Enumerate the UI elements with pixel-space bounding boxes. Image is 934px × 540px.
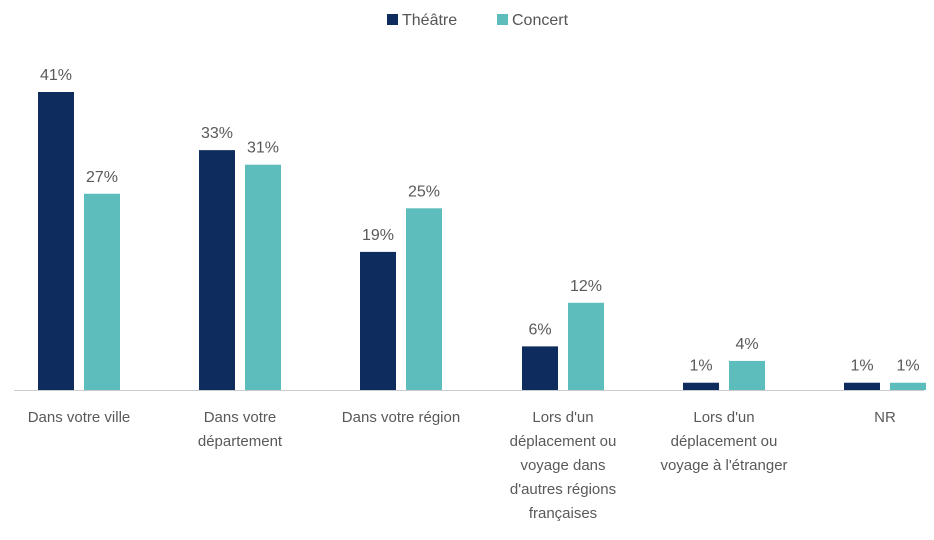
category-label-line: déplacement ou: [510, 433, 617, 450]
value-label-theatre-5: 1%: [850, 358, 873, 375]
category-label-line: Dans votre région: [342, 409, 460, 426]
legend-swatch-theatre: [387, 14, 398, 25]
value-label-theatre-2: 19%: [362, 227, 394, 244]
value-label-theatre-0: 41%: [40, 67, 72, 84]
category-label-line: Dans votre ville: [28, 409, 131, 426]
category-label-3: Lors d'un déplacement ou voyage dans d'autr…: [510, 409, 617, 522]
bar-theatre-5: [844, 382, 880, 390]
value-label-concert-0: 27%: [86, 169, 118, 186]
bars: [38, 92, 926, 390]
category-label-line: françaises: [529, 505, 597, 522]
category-label-line: Lors d'un: [693, 409, 754, 426]
bar-theatre-3: [522, 346, 558, 390]
bar-concert-1: [245, 164, 281, 390]
bar-theatre-4: [683, 382, 719, 390]
category-label-0: Dans votre ville: [28, 409, 131, 426]
category-label-5: NR: [874, 409, 896, 426]
category-label-line: Dans votre: [204, 409, 277, 426]
value-label-concert-5: 1%: [896, 358, 919, 375]
category-label-4: Lors d'un déplacement ou voyage à l'étrang…: [660, 409, 787, 474]
bar-theatre-2: [360, 251, 396, 390]
legend-label-theatre: Théâtre: [402, 12, 457, 29]
category-label-line: déplacement ou: [671, 433, 778, 450]
bar-concert-5: [890, 382, 926, 390]
value-label-theatre-1: 33%: [201, 125, 233, 142]
value-label-theatre-3: 6%: [528, 321, 551, 338]
bar-concert-2: [406, 208, 442, 390]
category-labels: Dans votre ville Dans votre départementDan…: [28, 409, 896, 522]
category-label-line: NR: [874, 409, 896, 426]
category-label-line: département: [198, 433, 283, 450]
legend-swatch-concert: [497, 14, 508, 25]
value-label-theatre-4: 1%: [689, 358, 712, 375]
value-label-concert-3: 12%: [570, 278, 602, 295]
bar-concert-4: [729, 360, 765, 390]
legend-label-concert: Concert: [512, 12, 569, 29]
value-label-concert-4: 4%: [735, 336, 758, 353]
bar-concert-3: [568, 302, 604, 390]
bar-concert-0: [84, 193, 120, 390]
category-label-line: Lors d'un: [532, 409, 593, 426]
category-label-2: Dans votre région: [342, 409, 460, 426]
category-label-line: voyage à l'étranger: [660, 457, 787, 474]
legend: Théâtre Concert: [387, 12, 569, 29]
value-label-concert-1: 31%: [247, 140, 279, 157]
value-label-concert-2: 25%: [408, 183, 440, 200]
bar-theatre-0: [38, 92, 74, 390]
category-label-line: d'autres régions: [510, 481, 616, 498]
bar-theatre-1: [199, 150, 235, 390]
category-label-1: Dans votre département: [198, 409, 283, 450]
category-label-line: voyage dans: [520, 457, 605, 474]
value-labels: 41% 33% 19% 6% 1% 1% 27% 31% 25% 12% 4% 1%: [40, 67, 920, 375]
